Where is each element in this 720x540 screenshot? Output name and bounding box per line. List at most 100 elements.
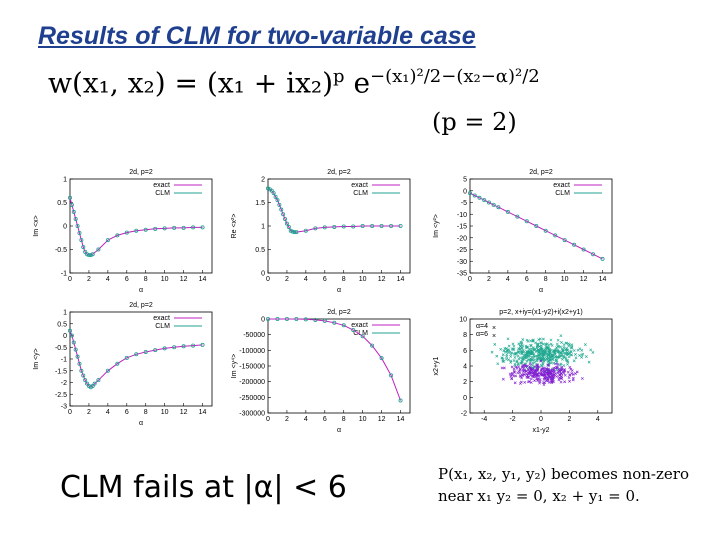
formula-exponent: −(x₁)²/2−(x₂−α)²/2 [370, 66, 540, 87]
scatter-point [546, 377, 550, 381]
clm-point [292, 230, 297, 235]
scatter-point [526, 374, 529, 377]
scatter-point [535, 346, 539, 350]
chart-svg: 2d, p=2 0 2 4 6 8 10 12 14 -1 -0.5 0 0.5 1 α Im <x> exac… [33, 169, 213, 294]
scatter-point [565, 348, 569, 352]
scatter-point [529, 357, 533, 360]
clm-point [284, 221, 289, 226]
scatter-point [547, 364, 551, 367]
x-tick-label: 4 [596, 416, 600, 423]
chart-title: 2d, p=2 [327, 309, 351, 316]
scatter-point [547, 380, 551, 384]
clm-point [77, 361, 82, 366]
y-tick-label: 1 [63, 177, 67, 184]
scatter-point [543, 376, 547, 380]
clm-point [191, 225, 196, 230]
clm-point [398, 398, 403, 403]
clm-point [477, 195, 482, 200]
scatter-point [527, 376, 531, 379]
scatter-point [569, 350, 573, 353]
scatter-point [514, 352, 518, 356]
scatter-point [523, 369, 527, 373]
clm-point [69, 202, 74, 207]
clm-point [281, 212, 286, 217]
scatter-point [501, 377, 505, 381]
x-tick-label: 14 [397, 416, 405, 423]
scatter-point [548, 358, 552, 362]
clm-point [360, 334, 365, 339]
scatter-point [517, 365, 520, 369]
legend-clm-label: CLM [555, 190, 570, 197]
scatter-point [538, 337, 542, 341]
scatter-point [559, 334, 563, 338]
scatter-point [507, 344, 511, 348]
p-condition: (p = 2) [432, 108, 517, 136]
clm-point [90, 384, 95, 389]
clm-point [134, 228, 139, 233]
x-tick-label: 0 [68, 409, 72, 416]
scatter-point [554, 362, 558, 366]
y-tick-label: 1 [63, 310, 67, 317]
note-line-1: P(x₁, x₂, y₁, y₂) becomes non-zero [438, 465, 689, 483]
clm-point [313, 226, 318, 231]
clm-point [90, 252, 95, 257]
scatter-point [521, 364, 525, 368]
clm-point [143, 349, 148, 354]
clm-point [275, 316, 280, 321]
legend-exact-label: exact [553, 182, 570, 189]
y-tick-label: -2 [461, 411, 467, 418]
clm-point [83, 249, 88, 254]
scatter-point [543, 350, 547, 354]
clm-point [92, 381, 97, 386]
x-tick-label: 6 [125, 409, 129, 416]
scatter-point [522, 366, 526, 370]
scatter-point [560, 368, 564, 372]
formula-power: p [333, 66, 345, 87]
scatter-point [526, 339, 530, 343]
y-tick-label: 8 [463, 332, 467, 339]
clm-point [360, 224, 365, 229]
y-tick-label: -1 [61, 357, 67, 364]
scatter-point [499, 347, 503, 351]
scatter-point [550, 344, 554, 347]
y-tick-label: -3 [61, 404, 67, 411]
x-tick-label: 0 [266, 416, 270, 423]
scatter-point [554, 358, 558, 362]
y-tick-label: -1 [61, 271, 67, 278]
scatter-point [530, 374, 534, 378]
clm-point [322, 318, 327, 323]
x-tick-label: 2 [87, 276, 91, 283]
scatter-point [530, 363, 534, 367]
chart-im-x: 2d, p=2 0 2 4 6 8 10 12 14 -1 -0.5 0 0.5 1 α Im <x> exac… [30, 165, 220, 295]
scatter-point [531, 361, 535, 365]
y-tick-label: -250000 [239, 395, 265, 402]
scatter-point [511, 373, 515, 377]
scatter-point [520, 351, 524, 355]
scatter-point [505, 357, 508, 361]
clm-point [273, 194, 278, 199]
scatter-point [549, 338, 553, 342]
scatter-point [517, 370, 521, 373]
clm-point [105, 238, 110, 243]
scatter-point [542, 352, 546, 356]
chart-svg: 2d, p=2 0 2 4 6 8 10 12 14 0 0.5 1 1.5 2 α Re <x²> exact… [231, 169, 411, 294]
clm-point [115, 233, 120, 238]
clm-point [69, 333, 74, 338]
scatter-point [513, 381, 517, 385]
note-line-2: near x₁ y₂ = 0, x₂ + y₁ = 0. [438, 487, 640, 505]
x-tick-label: 10 [161, 276, 169, 283]
clm-point [266, 316, 271, 321]
clm-point [322, 225, 327, 230]
legend-clm-label: CLM [155, 190, 170, 197]
scatter-point [559, 376, 562, 380]
y-tick-label: -300000 [239, 411, 265, 418]
y-tick-label: -2 [61, 380, 67, 387]
clm-point [181, 344, 186, 349]
chart-svg: p=2, x+iy=(x1-y2)+i(x2+y1) -4 -2 0 2 4 -2 0 2 4 6 8… [433, 309, 613, 434]
scatter-point [541, 355, 544, 359]
scatter-point [511, 342, 515, 346]
scatter-point [550, 368, 554, 372]
y-tick-label: -20 [457, 235, 467, 242]
scatter-point [514, 374, 518, 378]
scatter-point [542, 348, 546, 352]
